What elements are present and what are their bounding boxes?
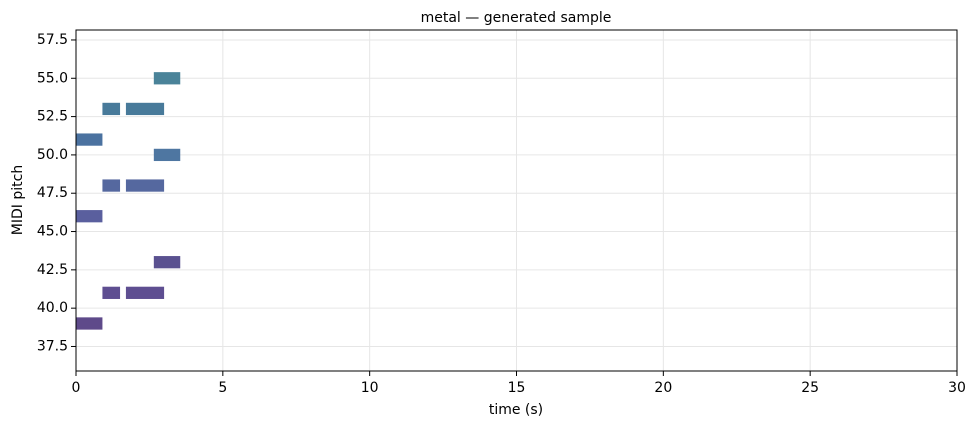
x-tick-label: 0 [72, 380, 81, 396]
y-tick-label: 47.5 [37, 185, 68, 201]
x-tick-label: 15 [508, 380, 526, 396]
y-axis-label: MIDI pitch [10, 165, 26, 235]
y-tick-label: 45.0 [37, 224, 68, 240]
plot-frame [75, 29, 958, 372]
note [153, 148, 181, 162]
note [153, 256, 181, 269]
note [153, 72, 181, 85]
y-tick-label: 50.0 [37, 147, 68, 163]
note [102, 179, 121, 192]
x-tick-label: 25 [801, 380, 819, 396]
chart-title: metal — generated sample [421, 10, 612, 26]
note [125, 102, 165, 116]
y-tick-label: 55.0 [37, 70, 68, 86]
x-tick-label: 20 [654, 380, 672, 396]
y-tick-label: 40.0 [37, 300, 68, 316]
x-tick-label: 10 [361, 380, 379, 396]
x-axis-label: time (s) [489, 402, 543, 418]
note [102, 102, 121, 116]
note [76, 317, 103, 330]
note [76, 210, 103, 223]
x-tick-label: 5 [218, 380, 227, 396]
note [102, 286, 121, 299]
y-tick-label: 42.5 [37, 262, 68, 278]
note [76, 133, 103, 146]
y-tick-label: 37.5 [37, 338, 68, 354]
note [125, 179, 165, 192]
y-tick-label: 52.5 [37, 109, 68, 125]
note [125, 286, 165, 299]
y-tick-label: 57.5 [37, 32, 68, 48]
x-tick-label: 30 [948, 380, 966, 396]
